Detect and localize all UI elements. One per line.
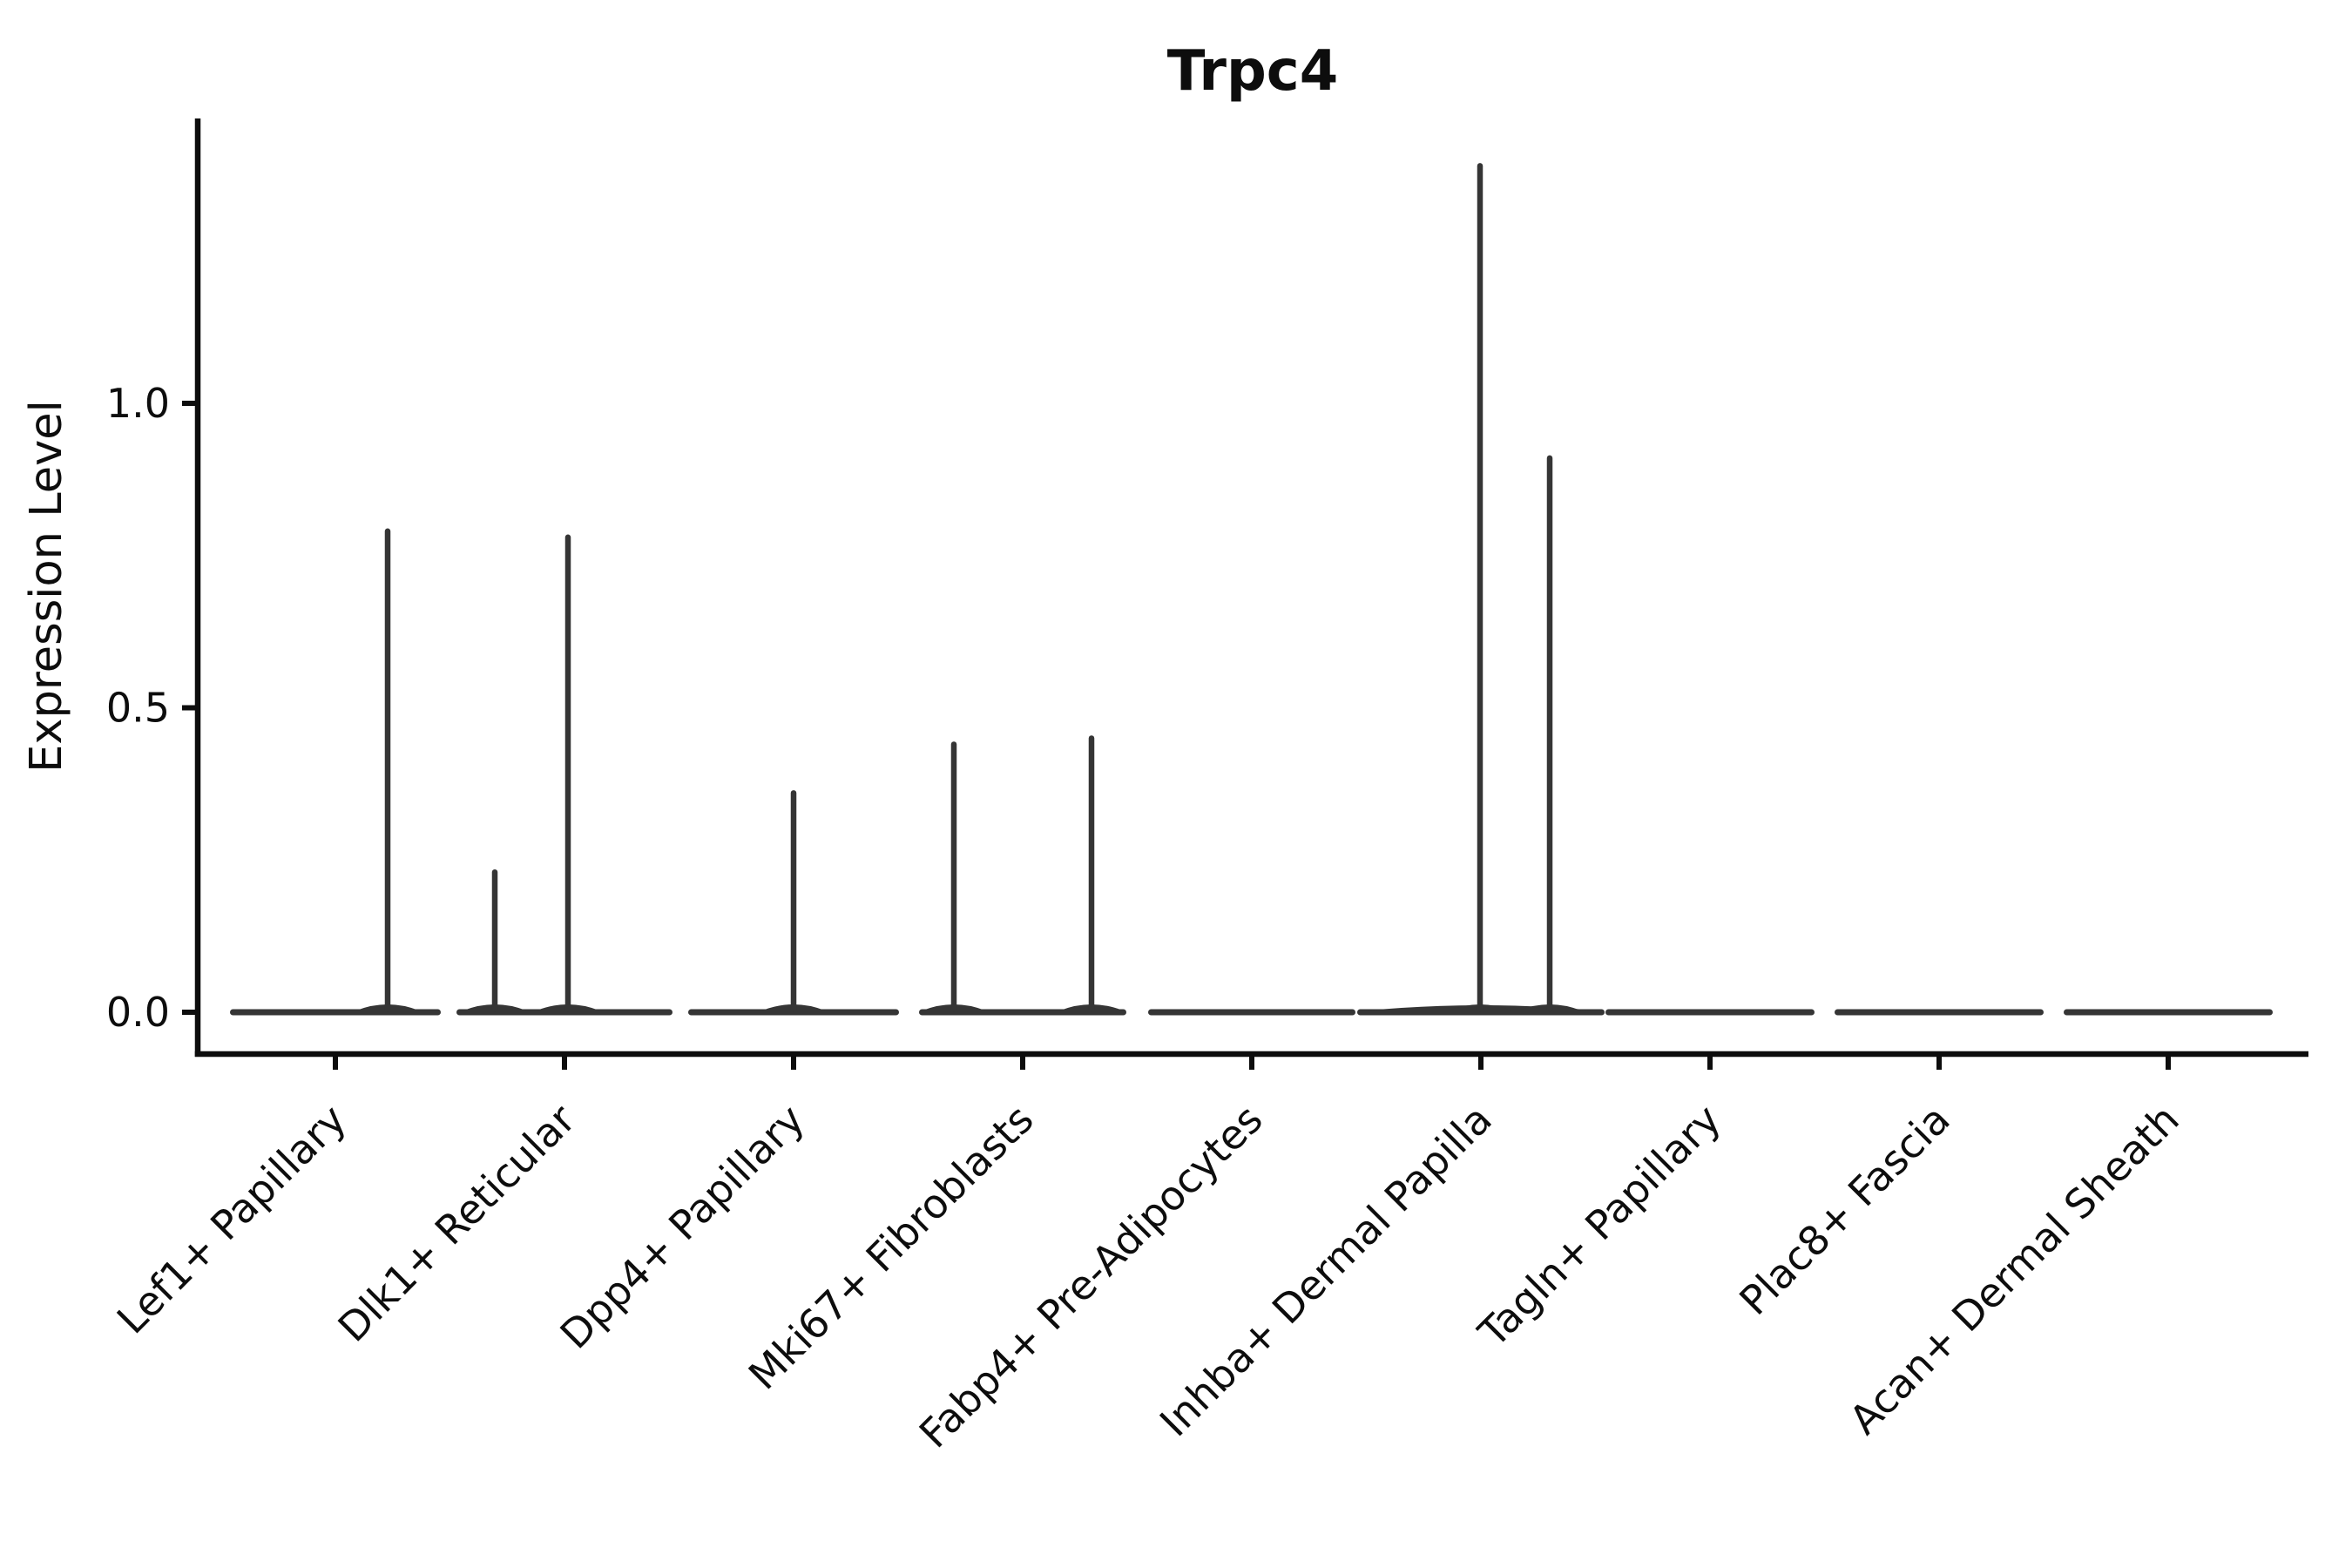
violin-baseline: [1148, 1009, 1355, 1016]
violins: [230, 163, 2273, 1016]
violin-9: [2064, 1009, 2273, 1016]
x-tick-label: Dpp4+ Papillary: [551, 1096, 814, 1358]
violin-baseline: [2064, 1009, 2273, 1016]
x-tick-label: Plac8+ Fascia: [1730, 1096, 1958, 1324]
y-tick-label: 1.0: [106, 380, 170, 427]
violin-baseline: [688, 1009, 899, 1016]
y-axis-ticks: 0.0 0.5 1.0: [106, 380, 198, 1036]
violin-6: [1357, 163, 1605, 1016]
x-tick-label: Tagln+ Papillary: [1469, 1096, 1730, 1357]
violin-5: [1148, 1009, 1355, 1016]
violin-4: [919, 735, 1126, 1016]
violin-3: [688, 790, 899, 1016]
violin-baseline: [456, 1009, 672, 1016]
axes: [194, 118, 2308, 1058]
violin-baseline: [1835, 1009, 2044, 1016]
violin-7: [1605, 1009, 1815, 1016]
violin-1: [230, 528, 441, 1016]
violin-8: [1835, 1009, 2044, 1016]
x-tick-label: Dlk1+ Reticular: [329, 1096, 585, 1351]
y-axis-label: Expression Level: [21, 400, 72, 773]
violin-baseline: [1605, 1009, 1815, 1016]
x-tick-label: Lef1+ Papillary: [108, 1096, 355, 1343]
violin-baseline: [919, 1009, 1126, 1016]
y-tick-label: 0.5: [106, 685, 170, 732]
violin-2: [456, 534, 672, 1016]
violin-baseline: [1357, 1009, 1605, 1016]
chart-title: Trpc4: [1167, 39, 1338, 104]
y-tick-label: 0.0: [106, 989, 170, 1036]
